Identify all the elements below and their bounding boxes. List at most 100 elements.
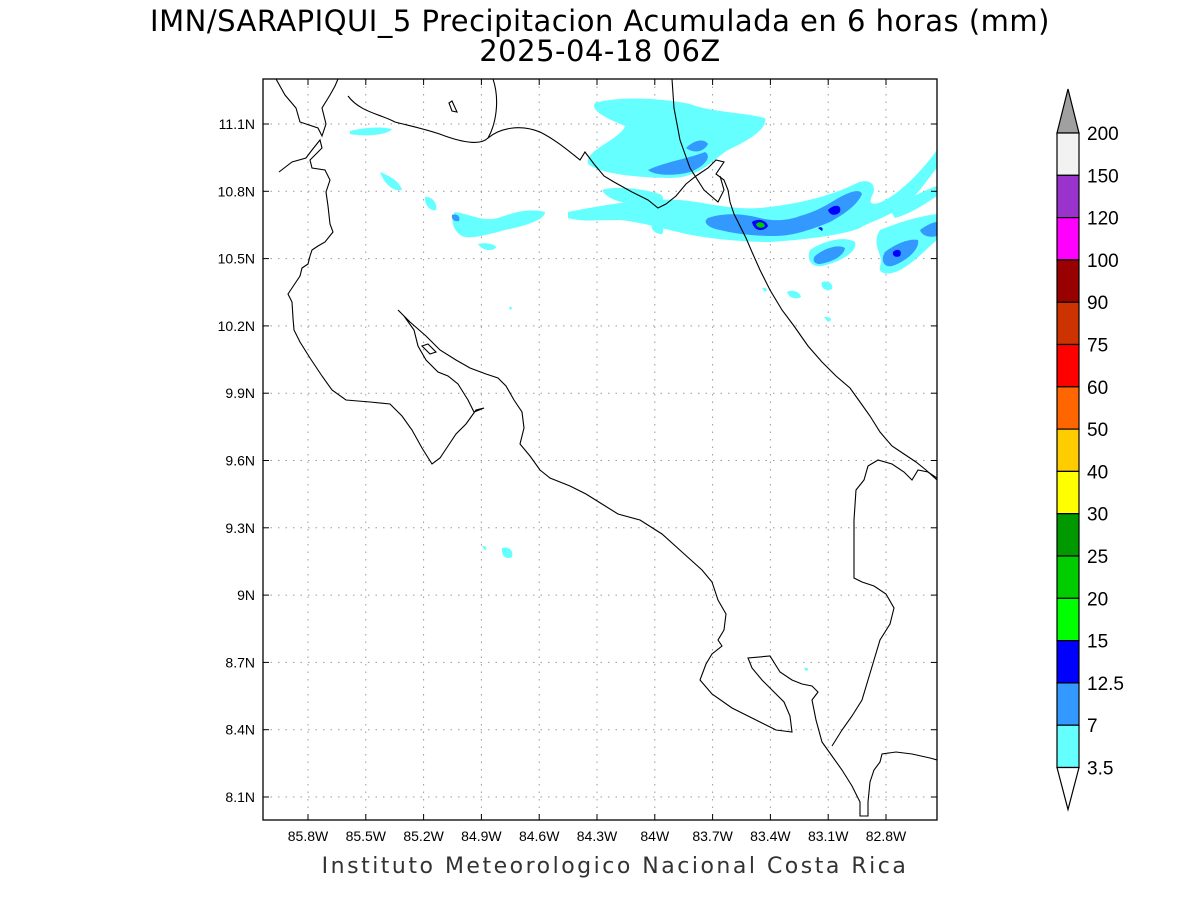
precip-cell [813,246,845,264]
lat-tick-label: 10.8N [218,183,255,199]
precip-cell [821,281,833,291]
colorbar-swatch [1056,217,1080,261]
precip-cell [568,150,937,242]
colorbar-label: 150 [1087,166,1119,187]
precip-cell [686,140,708,152]
colorbar-swatch [1056,470,1080,515]
coastlines [275,79,937,817]
colorbar-label: 100 [1087,251,1119,272]
precip-cell [350,127,392,136]
precip-cell [756,222,765,228]
map-grid [263,79,937,820]
colorbar-swatch [1056,259,1080,303]
colorbar-label: 25 [1087,547,1108,568]
colorbar-swatch [1056,301,1080,346]
colorbar-label: 50 [1087,420,1108,441]
colorbar-swatch [1056,428,1080,473]
lon-tick-label: 85.5W [346,828,387,844]
precip-cell [824,316,831,322]
colorbar-swatch [1056,597,1080,642]
precip-cell [587,98,766,178]
colorbar-swatch [1056,132,1080,176]
precip-cells-peak [756,222,765,228]
precip-cell [892,249,901,257]
lat-tick-label: 11.1N [219,116,255,132]
precip-cell [651,223,664,234]
colorbar-swatch [1056,639,1080,684]
precip-cell [452,210,545,238]
colorbar-label: 3.5 [1087,759,1113,780]
lat-tick-label: 8.1N [225,789,255,805]
precip-cell [705,191,862,236]
precip-cell [501,547,513,558]
colorbar-swatch [1056,513,1080,557]
colorbar-swatch [1056,555,1080,599]
colorbar-label: 90 [1087,293,1108,314]
precip-cell [451,214,460,222]
lon-tick-label: 83.7W [692,828,733,844]
island-outline [448,100,458,113]
lat-tick-label: 9N [237,587,255,603]
colorbar-label: 20 [1087,589,1108,610]
precip-cell [890,186,937,218]
precip-cell [482,545,487,550]
lat-tick-label: 8.7N [225,654,255,670]
colorbar-swatch [1056,386,1080,430]
colorbar-label: 15 [1087,632,1108,653]
colorbar-label: 75 [1087,336,1108,357]
lake-shore [347,79,498,144]
colorbar-label: 200 [1087,124,1119,145]
lat-tick-label: 9.6N [225,453,255,469]
precipitation-field [350,98,937,671]
lat-tick-label: 10.5N [218,251,255,267]
lat-tick-label: 9.3N [225,520,255,536]
caribbean-coast [487,127,937,481]
lat-tick-label: 8.4N [225,722,255,738]
colorbar-top-arrow [1056,88,1080,134]
lon-tick-label: 84.3W [577,828,618,844]
island-outline [420,343,438,355]
precip-cell [804,667,809,671]
precip-cells-light [350,98,937,671]
colorbar-swatch [1056,174,1080,219]
colorbar: 200 150 120 100 90 75 60 50 40 30 25 20 15 12.5 7 3.5 [1056,88,1124,812]
map-title: IMN/SARAPIQUI_5 Precipitacion Acumulada … [150,4,1050,38]
precip-cell [787,290,801,299]
precip-cell [478,243,496,251]
map-subtitle: 2025-04-18 06Z [479,34,721,68]
colorbar-bottom-arrow [1056,766,1080,812]
credit-text: Instituto Meteorologico Nacional Costa R… [321,854,909,879]
colorbar-swatch [1056,343,1080,388]
precip-cell [424,196,437,211]
river-border [671,79,725,203]
precip-cell [920,222,937,237]
colorbar-swatch [1056,682,1080,726]
lon-tick-label: 84.6W [519,828,560,844]
map-frame [262,78,938,821]
lon-tick-label: 82.8W [866,828,907,844]
lon-tick-label: 85.2W [403,828,444,844]
precip-cell [762,287,767,292]
precip-cell [602,187,664,205]
precip-cell [818,227,823,231]
lon-tick-label: 83.1W [808,828,849,844]
lon-tick-label: 84.9W [461,828,502,844]
peninsula-outline [831,459,937,747]
precip-cell [648,152,708,175]
colorbar-label: 12.5 [1087,674,1124,695]
colorbar-label: 30 [1087,505,1108,526]
colorbar-label: 120 [1087,209,1119,230]
lake-shore [275,79,339,138]
colorbar-label: 7 [1087,716,1098,737]
lat-tick-label: 9.9N [225,385,255,401]
lon-tick-label: 85.8W [288,828,329,844]
precip-cell [380,172,402,191]
map-axes: 85.8W 85.5W 85.2W 84.9W 84.6W 84.3W 84W 83.7W 83… [218,79,937,844]
lon-tick-label: 83.4W [750,828,791,844]
colorbar-swatch [1056,724,1080,769]
colorbar-label: 40 [1087,462,1108,483]
colorbar-label: 60 [1087,378,1108,399]
border-north [278,138,937,817]
lon-tick-label: 84W [640,828,670,844]
